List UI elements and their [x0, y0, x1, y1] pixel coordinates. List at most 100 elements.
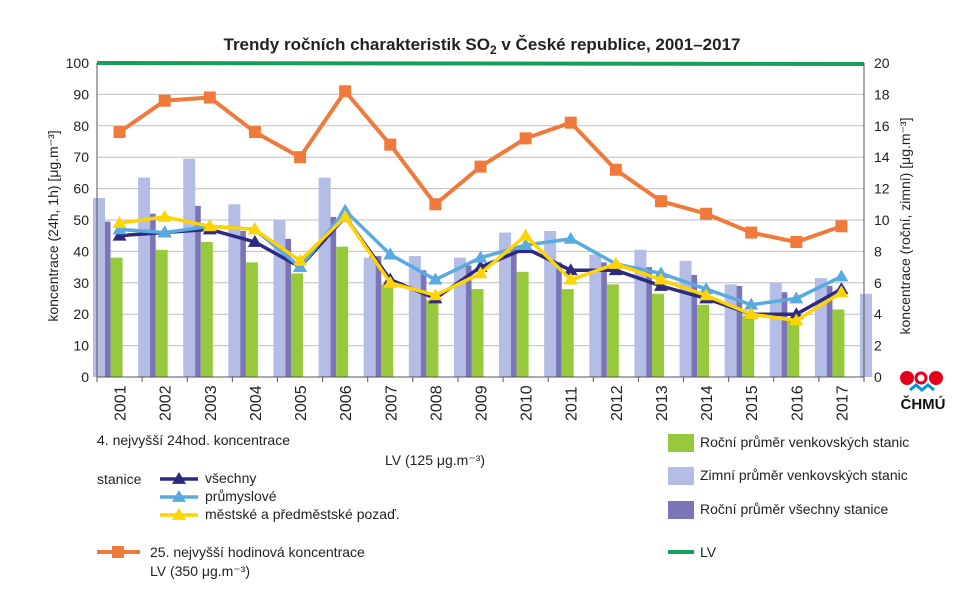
line-point [474, 160, 487, 173]
y-left-tick-label: 90 [73, 86, 89, 102]
series-line [96, 61, 865, 66]
chart-title: Trendy ročních charakteristik SO2 v Česk… [224, 35, 741, 57]
y-left-tick-label: 20 [73, 306, 89, 322]
bar [561, 289, 574, 377]
bar [589, 254, 602, 377]
bar [183, 158, 196, 377]
bar [110, 257, 123, 377]
y-right-tick-label: 6 [874, 275, 882, 291]
line-point [834, 269, 849, 282]
bar [155, 249, 168, 377]
bar [93, 198, 105, 377]
y-left-tick-label: 40 [73, 243, 89, 259]
bar [245, 262, 258, 377]
line-point [428, 288, 443, 301]
line-point [518, 228, 533, 241]
y-left-tick-label: 10 [73, 338, 89, 354]
line-point [563, 231, 578, 244]
legend-swatch-all-annual [668, 501, 694, 519]
line-point [653, 266, 668, 279]
line-point [112, 228, 127, 241]
line-point [157, 225, 172, 238]
x-tick-label: 2016 [789, 385, 806, 421]
line-point [338, 203, 353, 216]
legend-24h-lv: LV (125 μg.m⁻³) [385, 452, 486, 468]
line-series-group [96, 61, 865, 66]
line-point [428, 272, 443, 285]
line-point [473, 266, 488, 279]
x-tick-label: 2007 [383, 385, 400, 421]
x-tick-label: 2004 [248, 385, 265, 421]
line-point [172, 490, 186, 502]
line-point [745, 226, 758, 239]
line-point [834, 285, 849, 298]
legend-swatch-rural-annual [668, 434, 694, 452]
line-point [564, 116, 577, 129]
x-tick-label: 2014 [699, 385, 716, 421]
legend-label-rural-annual: Roční průměr venkovských stanic [700, 434, 910, 450]
legend-label-prumyslove: průmyslové [205, 488, 277, 504]
line-point [519, 132, 532, 145]
y-right-tick-label: 16 [874, 118, 890, 134]
line-point [247, 234, 262, 247]
x-tick-label: 2011 [564, 386, 581, 421]
line-point [338, 209, 353, 222]
line-point [202, 219, 217, 232]
y-right-tick-label: 0 [874, 369, 882, 385]
line-point [203, 91, 216, 104]
bar [228, 204, 241, 377]
bar [200, 241, 213, 377]
bar [363, 257, 376, 377]
bar [787, 320, 800, 377]
y-left-tick-label: 50 [73, 212, 89, 228]
bar [769, 282, 782, 377]
line-point [248, 126, 261, 139]
line-point [563, 263, 578, 276]
line-point [653, 278, 668, 291]
y-left-tick-label: 80 [73, 118, 89, 134]
line-point [112, 222, 127, 235]
line-point [112, 546, 124, 558]
bar [832, 309, 845, 377]
y-left-tick-label: 100 [66, 55, 90, 71]
chmu-logo-icon [900, 371, 943, 392]
y-right-tick-label: 14 [874, 149, 890, 165]
legend-label-vsechny: všechny [205, 470, 257, 486]
y-right-tick-label: 20 [874, 55, 890, 71]
line-point [699, 288, 714, 301]
bar [499, 232, 512, 377]
bar [860, 293, 872, 377]
line-point [473, 250, 488, 263]
line-point [172, 472, 186, 484]
line-point [383, 247, 398, 260]
line-point [789, 291, 804, 304]
bar [318, 177, 331, 377]
bar [651, 293, 664, 377]
x-tick-label: 2012 [609, 385, 626, 421]
x-tick-label: 2005 [293, 385, 310, 421]
y-left-tick-label: 60 [73, 181, 89, 197]
line-point [429, 198, 442, 211]
x-tick-label: 2002 [158, 385, 175, 421]
line-point [654, 195, 667, 208]
bar [408, 256, 421, 377]
legend-label-25h-lv: LV (350 μg.m⁻³) [150, 563, 251, 579]
line-point [744, 307, 759, 320]
x-tick-label: 2013 [654, 385, 671, 421]
line-point [609, 163, 622, 176]
line-point [293, 253, 308, 266]
line-series [96, 61, 865, 326]
line-point [789, 307, 804, 320]
line-point [563, 272, 578, 285]
line-point [339, 85, 352, 98]
bar [291, 273, 304, 377]
bar [336, 246, 349, 377]
y-right-tick-label: 4 [874, 306, 882, 322]
x-tick-label: 2010 [519, 385, 536, 421]
bar [426, 300, 439, 377]
line-point [384, 138, 397, 151]
bar-series [93, 158, 872, 377]
line-series-group [113, 85, 848, 248]
chmu-logo-text: ČHMÚ [900, 396, 946, 413]
